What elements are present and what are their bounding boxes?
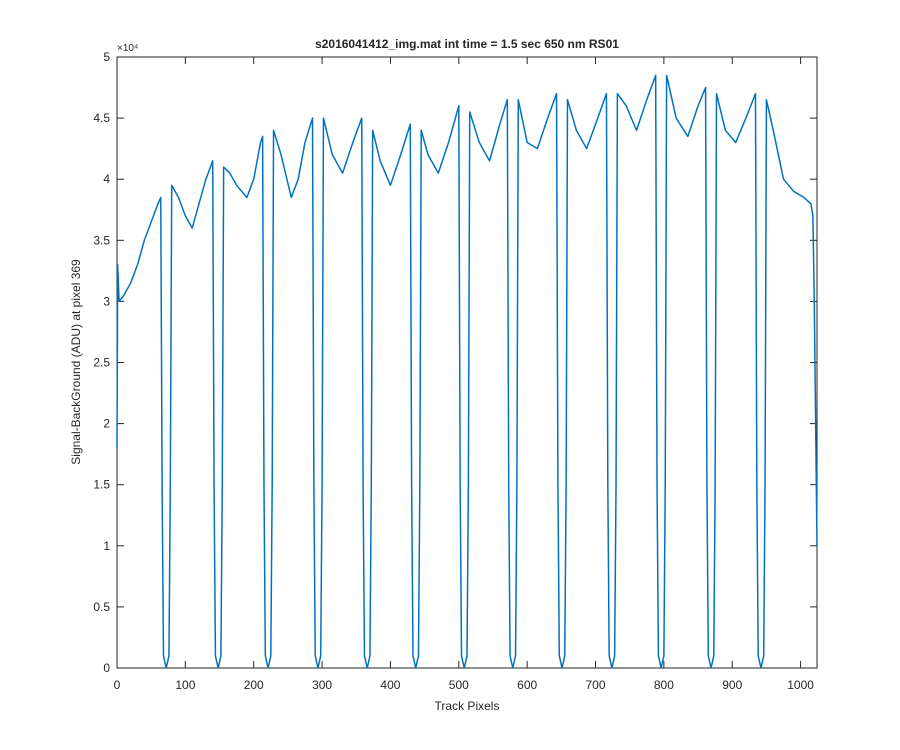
y-tick-label: 4 [103,172,110,186]
y-tick-label: 2 [103,417,110,431]
x-tick-label: 900 [722,678,742,692]
y-axis-label: Signal-BackGround (ADU) at pixel 369 [69,259,83,465]
x-tick-label: 500 [449,678,469,692]
y-tick-label: 3 [103,294,110,308]
y-tick-label: 3.5 [93,233,110,247]
exponent-label: ×10⁴ [117,43,138,54]
x-tick-label: 300 [312,678,332,692]
x-tick-label: 600 [517,678,537,692]
x-tick-label: 700 [586,678,606,692]
chart-title: s2016041412_img.mat int time = 1.5 sec 6… [315,37,619,51]
x-tick-label: 200 [244,678,264,692]
y-tick-label: 0 [103,661,110,675]
data-line [116,74,818,669]
y-tick-label: 0.5 [93,600,110,614]
x-tick-label: 1000 [787,678,814,692]
x-tick-label: 800 [654,678,674,692]
x-tick-label: 0 [114,678,121,692]
y-tick-label: 2.5 [93,356,110,370]
x-axis-label: Track Pixels [435,699,500,713]
x-tick-label: 400 [380,678,400,692]
y-tick-label: 5 [103,50,110,64]
x-tick-label: 100 [175,678,195,692]
y-tick-label: 1 [103,539,110,553]
y-tick-label: 4.5 [93,111,110,125]
y-tick-label: 1.5 [93,478,110,492]
